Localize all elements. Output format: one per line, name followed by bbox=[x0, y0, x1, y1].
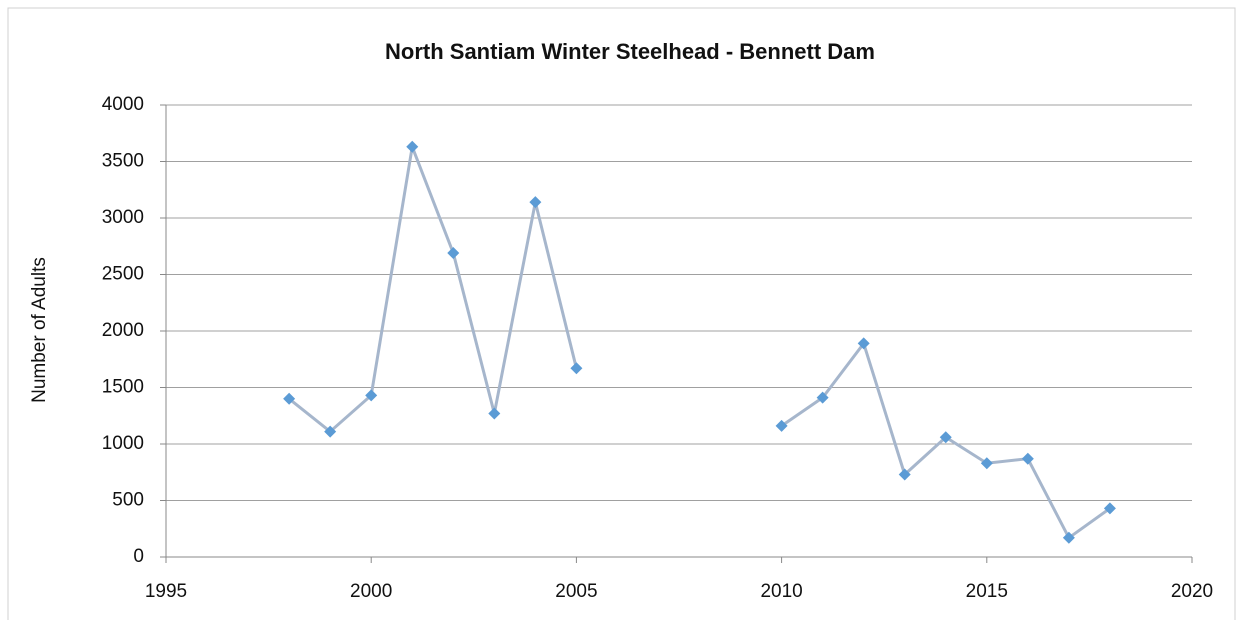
y-tick-label: 1500 bbox=[102, 377, 144, 398]
chart-frame bbox=[7, 7, 1236, 620]
y-tick-label: 3500 bbox=[102, 151, 144, 172]
x-tick-label: 1995 bbox=[145, 581, 187, 602]
data-point bbox=[447, 247, 460, 260]
data-point bbox=[857, 337, 870, 350]
y-tick-label: 0 bbox=[133, 546, 144, 567]
series-line bbox=[288, 141, 578, 434]
y-tick-label: 2500 bbox=[102, 264, 144, 285]
y-tick-label: 2000 bbox=[102, 320, 144, 341]
data-point bbox=[1062, 531, 1075, 544]
data-point bbox=[406, 140, 419, 153]
data-point bbox=[488, 407, 501, 420]
x-tick-label: 2010 bbox=[760, 581, 802, 602]
data-point bbox=[775, 419, 788, 432]
y-axis-label: Number of Adults bbox=[29, 257, 50, 403]
data-point bbox=[1021, 452, 1034, 465]
y-tick-label: 1000 bbox=[102, 433, 144, 454]
data-point bbox=[1103, 502, 1116, 515]
x-tick-label: 2000 bbox=[350, 581, 392, 602]
data-point bbox=[529, 196, 542, 209]
x-tick-label: 2015 bbox=[966, 581, 1008, 602]
data-point bbox=[365, 389, 378, 402]
y-tick-label: 3000 bbox=[102, 207, 144, 228]
x-tick-label: 2020 bbox=[1171, 581, 1213, 602]
data-point bbox=[324, 425, 337, 438]
x-tick-label: 2005 bbox=[555, 581, 597, 602]
data-point bbox=[939, 431, 952, 444]
data-point bbox=[980, 457, 993, 470]
data-point bbox=[283, 392, 296, 405]
data-point bbox=[570, 362, 583, 375]
chart-title: North Santiam Winter Steelhead - Bennett… bbox=[385, 39, 875, 64]
y-tick-label: 500 bbox=[112, 490, 144, 511]
data-point bbox=[898, 468, 911, 481]
data-point bbox=[816, 391, 829, 404]
y-tick-label: 4000 bbox=[102, 94, 144, 115]
